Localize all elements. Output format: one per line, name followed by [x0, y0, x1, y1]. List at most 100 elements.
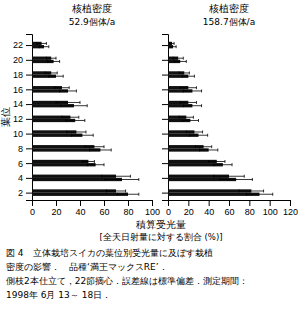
y-tick: 14	[13, 99, 32, 109]
y-tick: 20	[13, 55, 32, 65]
y-axis-line	[162, 35, 169, 201]
y-tick-mark	[26, 45, 32, 46]
bar-series	[168, 42, 251, 193]
y-tick: 10	[13, 129, 32, 139]
y-tick: 8	[18, 144, 32, 154]
x-tick: 20	[51, 200, 61, 217]
x-tick: 80	[245, 200, 255, 217]
y-axis-title: 葉位	[0, 107, 11, 127]
y-tick-mark	[162, 178, 168, 179]
y-tick	[162, 193, 168, 194]
x-tick-label: 60	[224, 207, 234, 217]
error-bar	[45, 71, 57, 74]
error-bars	[39, 45, 139, 196]
error-bars	[170, 45, 273, 196]
x-tick-label: 80	[245, 207, 255, 217]
bar	[32, 163, 96, 166]
y-tick	[162, 45, 168, 46]
error-bar	[61, 104, 87, 107]
x-tick-mark	[104, 200, 105, 206]
bar	[32, 189, 116, 192]
y-tick-mark	[26, 75, 32, 76]
x-axis: 0 20 40 60 80 100	[30, 200, 160, 217]
panel: 020406080100120	[162, 35, 298, 218]
panel-title: 核植密度	[71, 3, 112, 14]
x-tick-label: 20	[184, 207, 194, 217]
y-tick-label: 12	[13, 114, 23, 124]
bar	[168, 193, 260, 196]
x-tick-label: 0	[30, 207, 35, 217]
y-tick-mark	[26, 119, 32, 120]
y-tick-label: 16	[13, 85, 23, 95]
x-tick-label: 40	[204, 207, 214, 217]
caption: 側枝2本仕立て，22節摘心．誤差線は標準偏差．測定期間：	[6, 276, 248, 286]
error-bar	[106, 189, 125, 192]
error-bar	[67, 130, 86, 133]
error-bar	[189, 134, 207, 137]
bar-series	[32, 45, 128, 196]
error-bar	[179, 116, 193, 119]
y-tick	[162, 60, 168, 61]
error-bar	[183, 89, 201, 92]
y-tick-label: 18	[13, 70, 23, 80]
y-tick	[162, 89, 168, 90]
error-bar	[186, 130, 202, 133]
error-bar	[82, 160, 94, 163]
error-bar	[49, 75, 63, 78]
x-tick: 20	[184, 200, 194, 217]
y-axis	[162, 35, 169, 201]
error-bar	[72, 134, 94, 137]
error-bar	[180, 86, 196, 89]
error-bar	[62, 116, 79, 119]
x-tick: 80	[123, 200, 133, 217]
bar	[32, 160, 88, 163]
y-tick-mark	[26, 104, 32, 105]
error-bar	[220, 178, 253, 181]
x-tick: 40	[75, 200, 85, 217]
x-tick-label: 0	[166, 207, 171, 217]
x-tick: 120	[283, 200, 298, 217]
y-axis-line	[26, 35, 33, 201]
error-bar	[214, 175, 245, 178]
y-tick	[162, 75, 168, 76]
y-tick-mark	[26, 89, 32, 90]
y-tick-mark	[162, 75, 168, 76]
error-bar	[90, 148, 112, 151]
panel-title: 核植密度	[208, 3, 249, 14]
y-tick-mark	[26, 148, 32, 149]
plot-area	[168, 42, 273, 196]
y-tick: 2	[18, 188, 32, 198]
error-bar	[48, 60, 60, 63]
y-tick-label: 20	[13, 55, 23, 65]
error-bar	[55, 86, 69, 89]
error-bar	[66, 119, 85, 122]
error-bar	[56, 101, 80, 104]
y-tick	[162, 134, 168, 135]
caption: 図 4 立体栽培スイカの葉位別受光量に及ぼす栽植	[6, 248, 213, 258]
y-tick-mark	[162, 134, 168, 135]
x-tick: 40	[204, 200, 214, 217]
error-bar	[105, 178, 139, 181]
y-tick: 22	[13, 40, 32, 50]
y-tick	[162, 163, 168, 164]
error-bar	[200, 148, 218, 151]
y-tick: 4	[18, 173, 32, 183]
error-bar	[102, 175, 131, 178]
error-bar	[182, 119, 198, 122]
y-tick-mark	[162, 60, 168, 61]
x-tick-mark	[188, 200, 189, 206]
x-tick: 100	[145, 200, 160, 217]
y-tick-mark	[162, 148, 168, 149]
plot-area	[32, 42, 139, 196]
error-bar	[37, 42, 47, 45]
error-bar	[60, 89, 77, 92]
x-tick-label: 60	[99, 207, 109, 217]
x-tick-mark	[80, 200, 81, 206]
error-bar	[174, 60, 186, 63]
error-bars	[37, 42, 131, 193]
error-bar	[246, 193, 272, 196]
error-bar	[46, 57, 56, 60]
x-tick-label: 100	[145, 207, 160, 217]
y-tick-mark	[162, 104, 168, 105]
error-bar	[180, 101, 196, 104]
